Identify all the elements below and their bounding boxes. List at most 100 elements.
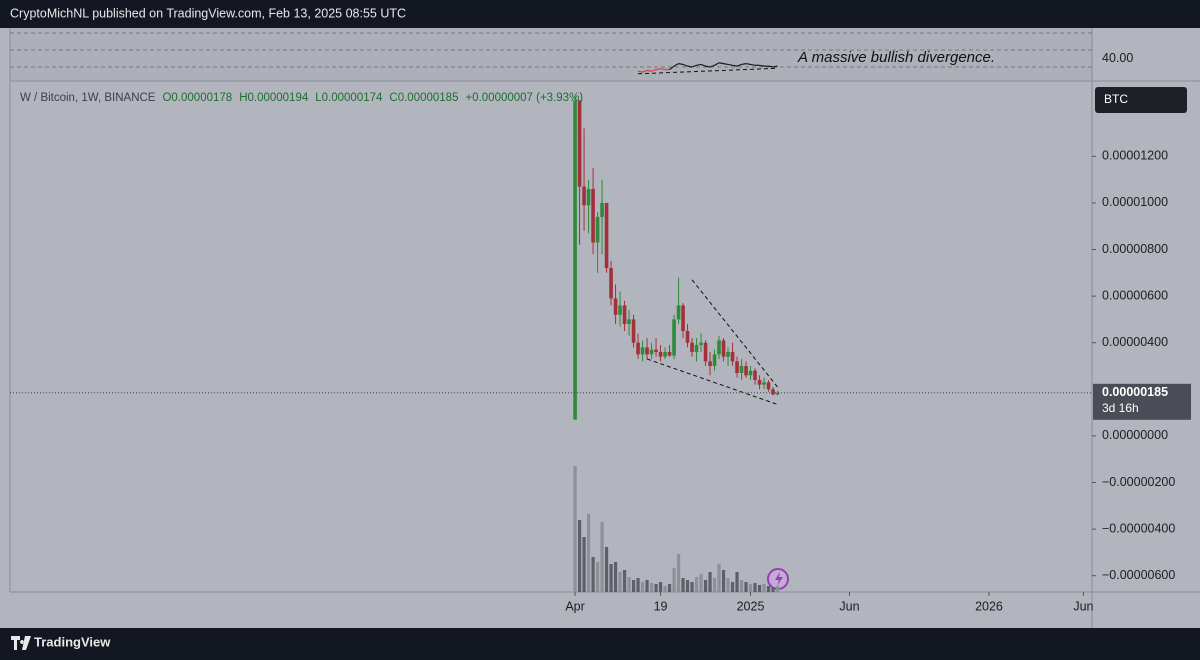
- symbol: W / Bitcoin, 1W, BINANCE: [20, 92, 156, 104]
- x-tick-label: 19: [654, 599, 668, 613]
- volume-bar: [748, 584, 753, 592]
- rsi-segment: [745, 63, 751, 66]
- rsi-segment: [709, 64, 715, 68]
- candle-body: [591, 188, 595, 243]
- countdown-label: 3d 16h: [1102, 401, 1139, 415]
- candle-body: [771, 389, 775, 395]
- rsi-segment: [651, 68, 657, 72]
- volume-bar: [658, 582, 663, 592]
- candle-body: [604, 202, 609, 269]
- volume-bar: [649, 583, 654, 592]
- legend-low: L0.00000174: [315, 92, 383, 104]
- rsi-segment: [682, 63, 688, 67]
- volume-bar: [591, 557, 595, 592]
- legend: W / Bitcoin, 1W, BINANCE O0.00000178 H0.…: [20, 92, 583, 104]
- volume-bar: [600, 522, 604, 592]
- rsi-segment: [732, 64, 738, 67]
- rsi-segment: [691, 64, 697, 68]
- y-tick-label: 0.00001000: [1102, 195, 1168, 209]
- candle-body: [595, 216, 600, 243]
- rsi-segment: [714, 62, 720, 66]
- rsi-segment: [759, 64, 765, 67]
- volume-bar: [631, 580, 636, 592]
- rsi-segment: [723, 63, 729, 66]
- volume-bar: [582, 537, 586, 592]
- candle-body: [757, 379, 762, 385]
- volume-bar: [739, 580, 744, 592]
- candle-body: [667, 352, 672, 356]
- volume-bar: [730, 582, 735, 592]
- volume-bar: [744, 582, 748, 592]
- rsi-pane: [10, 28, 1092, 80]
- candle-body: [685, 331, 690, 343]
- candle-body: [672, 319, 676, 356]
- volume-bar: [609, 564, 613, 592]
- x-tick-label: 2025: [737, 599, 765, 613]
- volume-bar: [622, 570, 627, 592]
- candle-body: [654, 349, 658, 353]
- logo: [11, 636, 31, 650]
- event-icon-bolt: [775, 572, 783, 586]
- volume-bar: [613, 562, 618, 592]
- volume-bar: [685, 580, 690, 592]
- rsi-segment: [736, 63, 742, 67]
- volume-bar: [766, 586, 771, 592]
- candle-body: [712, 354, 717, 367]
- y-tick-label: 0.00000600: [1102, 288, 1168, 302]
- volume-bar: [586, 514, 591, 592]
- candle-body: [730, 352, 735, 362]
- volume-bar: [753, 583, 757, 592]
- candle-body: [631, 319, 636, 343]
- volume-bar: [726, 578, 730, 592]
- currency-label: BTC: [1104, 92, 1128, 106]
- candle-body: [748, 370, 753, 376]
- candle-body: [600, 202, 604, 217]
- x-tick-label: Apr: [565, 599, 584, 613]
- volume-bar: [618, 572, 622, 592]
- rsi-segment: [718, 62, 724, 65]
- candle-body: [663, 352, 667, 357]
- legend-high: H0.00000194: [239, 92, 309, 104]
- rsi-segment: [741, 63, 747, 66]
- volume-bar: [708, 572, 712, 592]
- volume-bar: [645, 580, 649, 592]
- rsi-segment: [727, 63, 733, 66]
- legend-change: +0.00000007 (+3.93%): [465, 92, 584, 104]
- candle-body: [681, 305, 685, 332]
- candle-body: [775, 392, 780, 395]
- rsi-segment: [768, 65, 774, 68]
- volume-bar: [775, 586, 780, 592]
- volume-bar: [663, 586, 667, 592]
- rsi-segment: [669, 65, 675, 71]
- rsi-segment: [642, 69, 648, 73]
- currency-badge: [1095, 87, 1187, 113]
- volume-bar: [762, 584, 766, 592]
- candle-body: [573, 100, 577, 420]
- last-price-label: 0.00000185: [1102, 385, 1168, 399]
- candle-body: [658, 352, 663, 357]
- volume-bar: [577, 520, 582, 592]
- volume-bar: [703, 580, 708, 592]
- volume-bar: [595, 562, 600, 592]
- candle-body: [703, 342, 708, 362]
- volume-bar: [757, 585, 762, 592]
- volume-bar: [699, 574, 703, 592]
- volume-bar: [717, 564, 721, 592]
- rsi-segment: [673, 63, 679, 67]
- candle-body: [694, 345, 699, 353]
- candle-body: [717, 340, 721, 355]
- candle-body: [721, 340, 726, 357]
- candle-body: [609, 268, 613, 299]
- candle-body: [582, 186, 586, 206]
- rsi-segment: [660, 68, 666, 71]
- volume-bar: [690, 582, 694, 592]
- last-price-badge: [1093, 383, 1191, 420]
- candle-body: [735, 361, 739, 373]
- volume-bar: [672, 568, 676, 592]
- rsi-tick-label: 40.00: [1102, 51, 1133, 65]
- volume-bar: [694, 577, 699, 592]
- y-tick-label: −0.00000600: [1102, 568, 1175, 582]
- volume-bar: [667, 584, 672, 592]
- candle-body: [726, 352, 730, 357]
- y-tick-label: −0.00000200: [1102, 475, 1175, 489]
